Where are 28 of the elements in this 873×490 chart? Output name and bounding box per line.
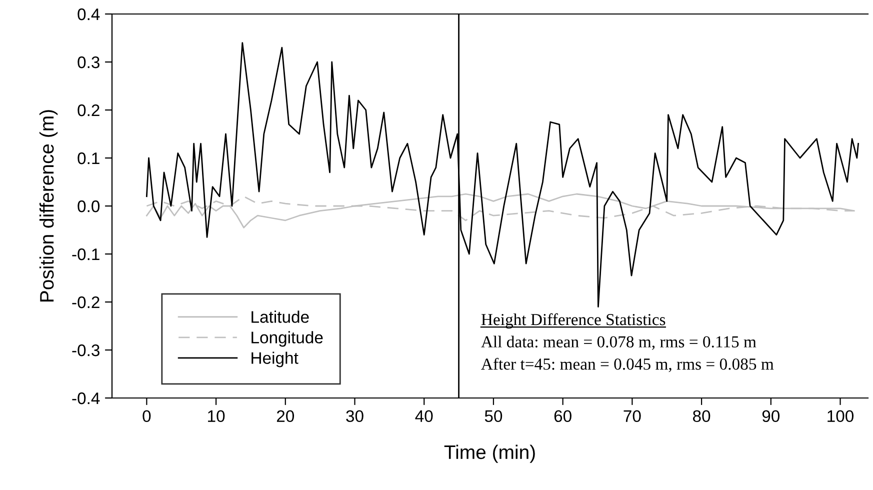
legend-label: Latitude: [252, 310, 309, 323]
y-axis-title: Position difference (m): [39, 110, 58, 302]
x-tick-label: 40: [415, 410, 433, 422]
x-tick-label: 20: [276, 410, 294, 422]
y-tick-label: 0.3: [78, 56, 100, 68]
y-tick-label: -0.1: [72, 248, 100, 260]
x-tick-label: 100: [828, 410, 854, 422]
y-tick-label: -0.3: [72, 344, 100, 356]
annotation: After t=45: mean = 0.045 m, rms = 0.085 m: [481, 358, 774, 372]
y-tick-label: 0.4: [78, 8, 100, 20]
x-tick-label: 60: [554, 410, 572, 422]
annotation: All data: mean = 0.078 m, rms = 0.115 m: [481, 336, 756, 350]
x-axis-title: Time (min): [444, 444, 535, 463]
annotation: Height Difference Statistics: [481, 313, 666, 329]
x-tick-label: 0: [142, 410, 151, 422]
x-tick-label: 50: [484, 410, 502, 422]
legend-label: Longitude: [252, 331, 323, 347]
y-tick-label: -0.4: [72, 392, 100, 404]
y-tick-label: 0.0: [78, 200, 100, 212]
y-tick-label: 0.2: [78, 104, 100, 116]
y-tick-label: 0.1: [78, 152, 100, 164]
x-tick-label: 70: [624, 410, 641, 422]
x-tick-label: 10: [208, 410, 225, 422]
x-tick-label: 30: [346, 410, 364, 422]
legend-label: Height: [252, 352, 298, 368]
x-tick-label: 90: [762, 410, 780, 422]
x-tick-label: 80: [692, 410, 710, 422]
y-tick-label: -0.2: [72, 296, 100, 308]
